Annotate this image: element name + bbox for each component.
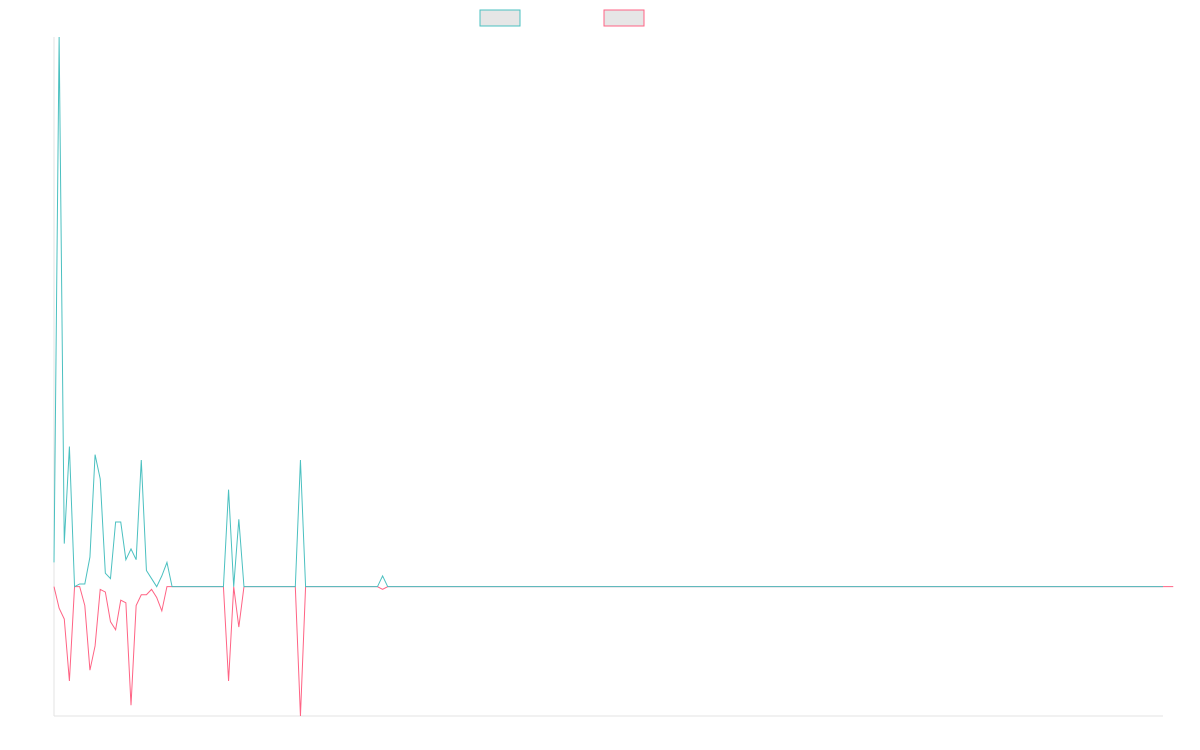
series-line-2 [53,586,1174,717]
legend-swatch-series-1[interactable] [479,9,521,27]
legend-swatch-series-2[interactable] [603,9,645,27]
series-line-1 [53,36,1163,588]
legend[interactable] [479,9,645,27]
axes [53,37,1163,717]
series-layer [53,36,1174,717]
